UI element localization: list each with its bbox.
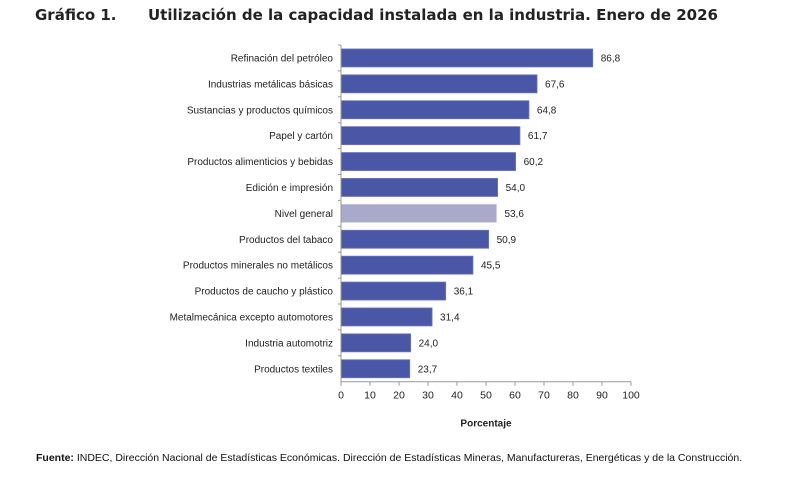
category-label: Productos alimenticios y bebidas	[187, 157, 333, 168]
value-label: 23,7	[418, 364, 438, 375]
chart-title: Utilización de la capacidad instalada en…	[148, 6, 718, 24]
value-label: 86,8	[601, 53, 621, 64]
source-text: INDEC, Dirección Nacional de Estadística…	[76, 452, 743, 464]
bar-9	[340, 281, 447, 301]
category-label: Papel y cartón	[269, 131, 333, 142]
category-label: Productos minerales no metálicos	[183, 261, 333, 272]
category-label: Industrias metálicas básicas	[208, 79, 333, 90]
value-label: 64,8	[537, 105, 557, 116]
category-label: Productos del tabaco	[239, 235, 333, 246]
source-label: Fuente:	[36, 452, 74, 464]
axes-group: 0 10 20 30 40 50 60 70 80 90 100 Porcentaje	[338, 44, 640, 430]
x-tick-label: 80	[567, 390, 579, 402]
bar-7	[340, 229, 490, 249]
bar-1	[340, 74, 538, 94]
x-axis-title: Porcentaje	[460, 419, 512, 430]
x-tick-label: 0	[338, 390, 344, 402]
value-label: 24,0	[419, 338, 439, 349]
value-label: 31,4	[440, 312, 460, 323]
x-tick-label: 100	[622, 390, 640, 402]
x-tick-label: 20	[393, 390, 405, 402]
value-label: 61,7	[528, 131, 548, 142]
bar-3	[340, 126, 521, 146]
category-label: Productos textiles	[254, 364, 333, 375]
value-label: 67,6	[545, 79, 565, 90]
category-label: Productos de caucho y plástico	[195, 287, 334, 298]
bar-4	[340, 152, 516, 171]
category-label: Sustancias y productos químicos	[187, 105, 333, 116]
bar-2	[340, 100, 530, 120]
value-label: 36,1	[454, 287, 474, 298]
bar-11	[340, 333, 411, 353]
bar-8	[340, 255, 474, 275]
bar-0	[340, 48, 594, 68]
x-tick-label: 90	[596, 390, 608, 402]
bars-group: Refinación del petróleo 86,8 Industrias me…	[170, 48, 621, 379]
category-label: Nivel general	[275, 209, 333, 220]
figure-number: Gráfico 1.	[35, 6, 117, 24]
source-note: Fuente: INDEC, Dirección Nacional de Est…	[36, 452, 742, 464]
value-label: 54,0	[506, 183, 526, 194]
bar-10	[340, 307, 433, 327]
value-label: 50,9	[497, 235, 517, 246]
bar-6	[340, 203, 497, 223]
x-tick-label: 70	[538, 390, 550, 402]
category-label: Industria automotriz	[245, 338, 333, 349]
category-label: Metalmecánica excepto automotores	[170, 312, 333, 323]
x-tick-label: 50	[480, 390, 492, 402]
value-label: 53,6	[504, 209, 524, 220]
bar-5	[340, 178, 499, 197]
x-tick-label: 10	[364, 390, 376, 402]
x-tick-label: 60	[509, 390, 521, 402]
category-label: Edición e impresión	[246, 183, 333, 194]
value-label: 45,5	[481, 261, 501, 272]
x-tick-label: 30	[422, 390, 434, 402]
x-tick-label: 40	[451, 390, 463, 402]
bar-12	[340, 359, 411, 379]
category-label: Refinación del petróleo	[231, 53, 334, 64]
value-label: 60,2	[524, 157, 544, 168]
